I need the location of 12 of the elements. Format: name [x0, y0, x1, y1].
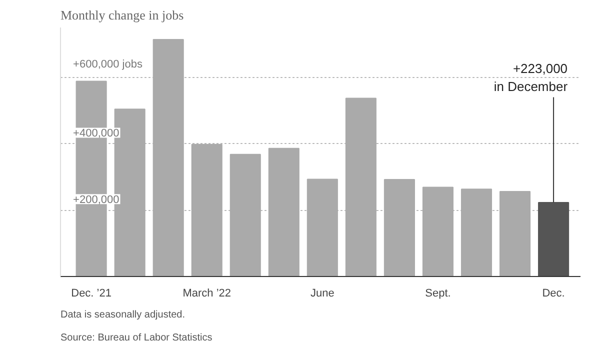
x-tick-label: Dec. ’21: [71, 288, 112, 300]
annotation: +223,000 in December: [494, 61, 568, 94]
x-tick-label: Dec.: [542, 288, 565, 300]
y-tick-label: +200,000: [73, 194, 120, 206]
source-note: Source: Bureau of Labor Statistics: [60, 332, 212, 344]
chart-title: Monthly change in jobs: [60, 8, 184, 22]
x-tick-label: Sept.: [425, 288, 451, 300]
text: Data is seasonally adjusted.: [60, 310, 186, 320]
y-tick-label: +600,000 jobs: [73, 58, 143, 70]
x-tick-label: June: [310, 288, 334, 300]
y-tick-label: +400,000: [73, 128, 120, 140]
x-tick-label: March ’22: [182, 288, 232, 300]
